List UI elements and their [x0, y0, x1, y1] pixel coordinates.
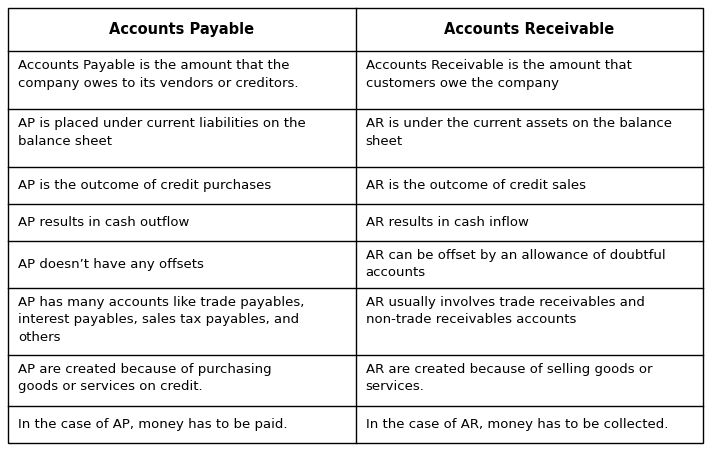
Text: Accounts Payable: Accounts Payable: [109, 22, 255, 37]
Text: Accounts Receivable is the amount that
customers owe the company: Accounts Receivable is the amount that c…: [365, 59, 631, 90]
Text: In the case of AR, money has to be collected.: In the case of AR, money has to be colle…: [365, 418, 668, 431]
Text: AP is the outcome of credit purchases: AP is the outcome of credit purchases: [18, 179, 272, 192]
Text: AR usually involves trade receivables and
non-trade receivables accounts: AR usually involves trade receivables an…: [365, 296, 644, 327]
Text: AR is under the current assets on the balance
sheet: AR is under the current assets on the ba…: [365, 117, 671, 148]
Text: AP are created because of purchasing
goods or services on credit.: AP are created because of purchasing goo…: [18, 363, 272, 393]
Text: AP doesn’t have any offsets: AP doesn’t have any offsets: [18, 258, 204, 271]
Text: Accounts Payable is the amount that the
company owes to its vendors or creditors: Accounts Payable is the amount that the …: [18, 59, 299, 90]
Text: AR results in cash inflow: AR results in cash inflow: [365, 216, 528, 229]
Text: In the case of AP, money has to be paid.: In the case of AP, money has to be paid.: [18, 418, 287, 431]
Text: AP has many accounts like trade payables,
interest payables, sales tax payables,: AP has many accounts like trade payables…: [18, 296, 304, 344]
Text: Accounts Receivable: Accounts Receivable: [444, 22, 614, 37]
Text: AR is the outcome of credit sales: AR is the outcome of credit sales: [365, 179, 585, 192]
Text: AP results in cash outflow: AP results in cash outflow: [18, 216, 189, 229]
Text: AR are created because of selling goods or
services.: AR are created because of selling goods …: [365, 363, 652, 393]
Text: AR can be offset by an allowance of doubtful
accounts: AR can be offset by an allowance of doub…: [365, 249, 665, 279]
Text: AP is placed under current liabilities on the
balance sheet: AP is placed under current liabilities o…: [18, 117, 306, 148]
